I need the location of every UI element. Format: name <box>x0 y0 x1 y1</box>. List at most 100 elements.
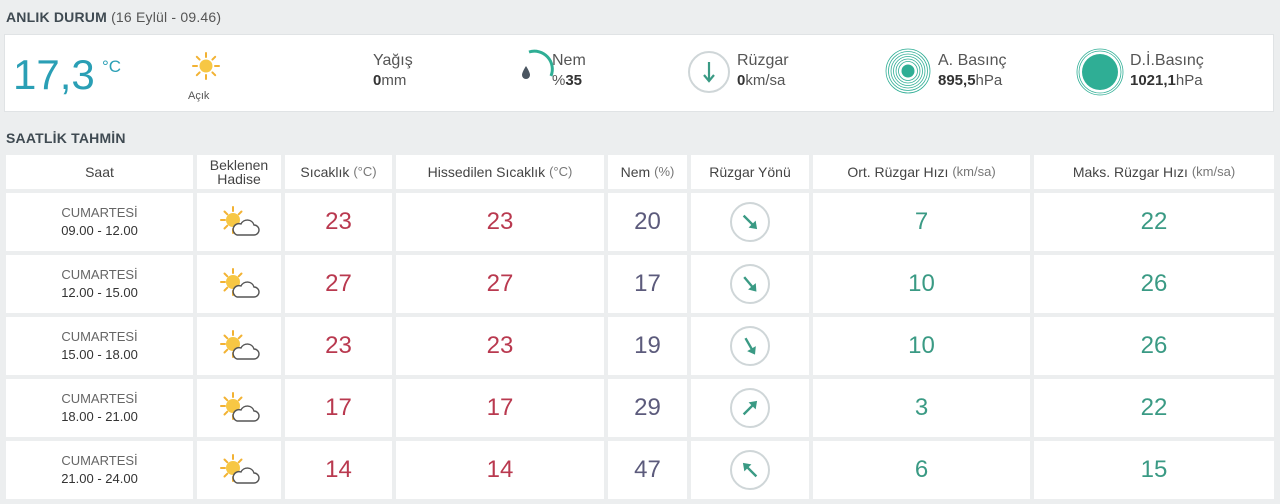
humidity-cell: 29 <box>608 379 687 437</box>
header-temp: Sıcaklık (°C) <box>285 155 392 189</box>
day-label: CUMARTESİ <box>61 329 138 344</box>
temperature-unit: °C <box>102 57 122 76</box>
temp-value: 27 <box>325 270 352 297</box>
day-label: CUMARTESİ <box>61 267 138 282</box>
max-wind-value: 15 <box>1140 456 1168 483</box>
humidity-cell: 19 <box>608 317 687 375</box>
max-wind-cell: 26 <box>1034 317 1274 375</box>
avg-wind-value: 3 <box>914 394 929 421</box>
wind-dir-cell <box>691 317 809 375</box>
humidity-cell: 47 <box>608 441 687 499</box>
day-label: CUMARTESİ <box>61 205 138 220</box>
sea-pressure-stat: D.İ.Basınç 1021,1hPa <box>1130 51 1204 91</box>
day-label: CUMARTESİ <box>61 453 138 468</box>
wind-dir-cell <box>691 193 809 251</box>
feels-value: 23 <box>486 208 514 235</box>
max-wind-cell: 15 <box>1034 441 1274 499</box>
wind-compass <box>730 264 770 304</box>
feels-value: 27 <box>486 270 514 297</box>
current-temperature: 17,3 <box>13 51 95 98</box>
wind-compass <box>730 388 770 428</box>
avg-wind-value: 10 <box>908 332 935 359</box>
pressure-icon <box>885 48 931 94</box>
wind-direction-icon <box>688 51 730 93</box>
avg-wind-value: 7 <box>914 208 929 235</box>
header-temp-unit: (°C) <box>353 164 377 179</box>
partly-cloudy-icon <box>220 268 260 298</box>
humidity-gauge-icon <box>522 49 554 79</box>
partly-cloudy-icon <box>220 330 260 360</box>
humidity-cell: 20 <box>608 193 687 251</box>
time-range: 15.00 - 18.00 <box>61 347 138 362</box>
humidity-value: 17 <box>634 270 661 297</box>
header-feels-label: Hissedilen Sıcaklık <box>427 164 546 180</box>
avg-wind-value: 6 <box>914 456 929 483</box>
humidity-label: Nem <box>552 52 586 69</box>
wind-label: Rüzgar <box>737 52 789 69</box>
temp-cell: 27 <box>285 255 392 313</box>
humidity-value: 20 <box>634 208 661 235</box>
time-cell: CUMARTESİ 15.00 - 18.00 <box>6 317 193 375</box>
temp-value: 14 <box>325 456 352 483</box>
max-wind-value: 22 <box>1140 394 1168 421</box>
time-cell: CUMARTESİ 12.00 - 15.00 <box>6 255 193 313</box>
header-time-label: Saat <box>85 164 114 180</box>
temp-value: 17 <box>325 394 352 421</box>
header-feels: Hissedilen Sıcaklık (°C) <box>396 155 604 189</box>
temp-value: 23 <box>325 208 352 235</box>
sun-icon <box>192 52 220 80</box>
current-title: ANLIK DURUM <box>6 9 107 25</box>
pressure-value: 895,5 <box>938 72 976 89</box>
time-range: 18.00 - 21.00 <box>61 409 138 424</box>
day-label: CUMARTESİ <box>61 391 138 406</box>
wind-compass <box>730 202 770 242</box>
header-temp-label: Sıcaklık <box>300 164 350 180</box>
header-max-wind: Maks. Rüzgar Hızı (km/sa) <box>1034 155 1274 189</box>
header-wind-dir-label: Rüzgar Yönü <box>709 164 791 180</box>
max-wind-value: 22 <box>1140 208 1168 235</box>
precip-label: Yağış <box>373 52 413 69</box>
temp-cell: 14 <box>285 441 392 499</box>
header-wind-dir: Rüzgar Yönü <box>691 155 809 189</box>
current-datetime: (16 Eylül - 09.46) <box>111 9 222 25</box>
time-cell: CUMARTESİ 21.00 - 24.00 <box>6 441 193 499</box>
avg-wind-cell: 6 <box>813 441 1030 499</box>
pressure-stat: A. Basınç 895,5hPa <box>938 51 1006 91</box>
temp-cell: 23 <box>285 193 392 251</box>
precip-unit: mm <box>381 72 407 89</box>
condition-label: Açık <box>188 90 210 102</box>
partly-cloudy-icon <box>220 206 260 236</box>
partly-cloudy-icon <box>220 392 260 422</box>
feels-value: 17 <box>486 394 514 421</box>
sea-pressure-label: D.İ.Basınç <box>1130 52 1204 69</box>
wind-compass <box>730 326 770 366</box>
header-max-wind-unit: (km/sa) <box>1191 164 1236 179</box>
precip-value: 0 <box>373 72 382 89</box>
wind-arrow-icon <box>743 276 757 292</box>
wind-value: 0 <box>737 72 746 89</box>
event-cell <box>197 441 281 499</box>
header-event-line1: Beklenen <box>209 157 269 173</box>
precipitation-stat: Yağış 0mm <box>373 51 413 91</box>
time-range: 21.00 - 24.00 <box>61 471 138 486</box>
avg-wind-cell: 7 <box>813 193 1030 251</box>
humidity-value: 47 <box>634 456 661 483</box>
event-cell <box>197 379 281 437</box>
sea-pressure-icon <box>1076 48 1124 96</box>
current-heading: ANLIK DURUM (16 Eylül - 09.46) <box>6 9 221 25</box>
hourly-heading: SAATLİK TAHMİN <box>6 130 126 146</box>
sea-pressure-unit: hPa <box>1175 72 1203 89</box>
avg-wind-cell: 10 <box>813 317 1030 375</box>
wind-arrow-icon <box>742 214 758 230</box>
humidity-value: 19 <box>634 332 661 359</box>
header-feels-unit: (°C) <box>549 164 573 179</box>
event-cell <box>197 317 281 375</box>
pressure-unit: hPa <box>975 72 1003 89</box>
header-max-wind-label: Maks. Rüzgar Hızı <box>1072 164 1188 180</box>
header-avg-wind: Ort. Rüzgar Hızı (km/sa) <box>813 155 1030 189</box>
wind-arrow-icon <box>742 400 758 416</box>
partly-cloudy-icon <box>220 454 260 484</box>
wind-arrow-icon <box>742 462 758 478</box>
humidity-cell: 17 <box>608 255 687 313</box>
header-humidity: Nem (%) <box>608 155 687 189</box>
